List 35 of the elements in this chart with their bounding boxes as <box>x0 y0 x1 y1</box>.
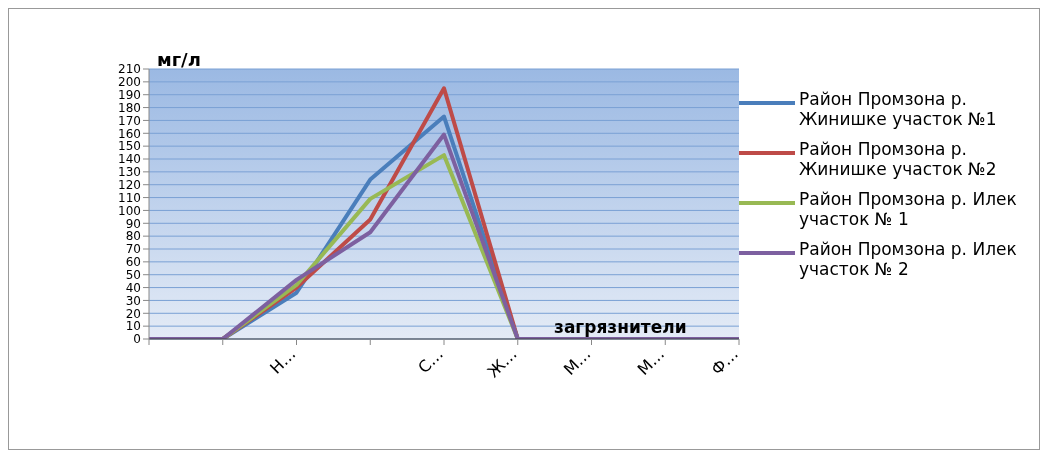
x-tick-label: Ф… <box>707 344 742 379</box>
legend-label: Район Промзона р. Илек участок № 2 <box>799 239 1018 279</box>
x-tick-label: С… <box>414 344 447 378</box>
y-tick-label: 150 <box>118 139 141 154</box>
y-tick-label: 70 <box>125 242 141 257</box>
y-tick-label: 120 <box>118 177 141 192</box>
x-tick-label: М… <box>559 344 595 379</box>
y-tick-label: 170 <box>118 113 141 128</box>
y-tick-label: 20 <box>125 306 141 321</box>
x-tick-label: Н… <box>266 344 300 378</box>
y-axis-title: мг/л <box>157 49 201 70</box>
x-tick-label: Ж… <box>483 344 521 382</box>
x-tick-label: М… <box>633 344 669 379</box>
legend-label: Район Промзона р. Жинишке участок №1 <box>799 89 998 129</box>
y-tick-label: 10 <box>125 319 141 334</box>
y-tick-label: 90 <box>125 216 141 231</box>
legend-label: Район Промзона р. Жинишке участок №2 <box>799 139 998 179</box>
y-tick-label: 200 <box>118 75 141 90</box>
x-axis-title: загрязнители <box>554 317 687 337</box>
y-tick-label: 210 <box>118 62 141 77</box>
y-tick-label: 30 <box>125 293 141 308</box>
y-tick-label: 60 <box>125 255 141 270</box>
y-tick-label: 0 <box>133 332 141 347</box>
line-series <box>147 132 741 339</box>
legend-label: Район Промзона р. Илек участок № 1 <box>799 189 1018 229</box>
y-tick-label: 140 <box>118 152 141 167</box>
y-tick-label: 180 <box>118 100 141 115</box>
y-tick-label: 40 <box>125 280 141 295</box>
y-tick-label: 110 <box>118 190 141 205</box>
y-tick-label: 80 <box>125 229 141 244</box>
y-tick-label: 190 <box>118 87 141 102</box>
y-tick-label: 50 <box>125 267 141 282</box>
y-tick-label: 100 <box>118 203 141 218</box>
y-tick-label: 130 <box>118 165 141 180</box>
y-tick-label: 160 <box>118 126 141 141</box>
